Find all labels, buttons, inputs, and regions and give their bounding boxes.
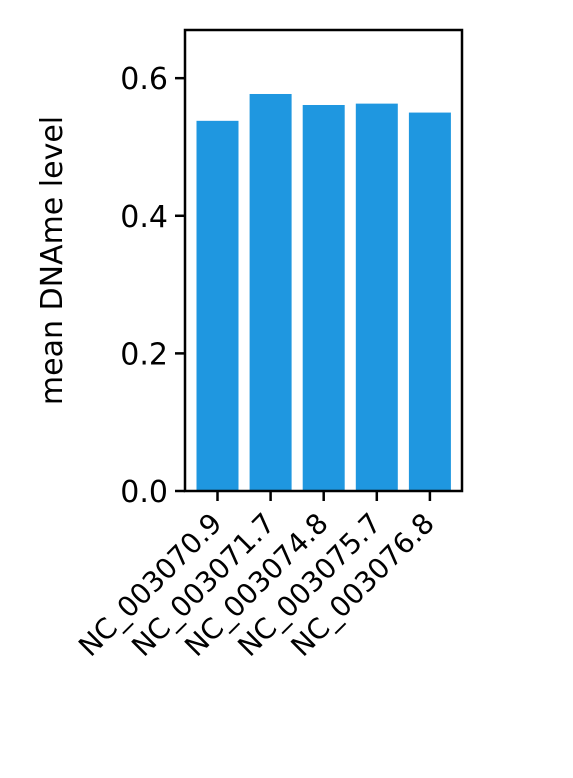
bar-NC_003076.8 xyxy=(408,112,451,491)
bar-NC_003075.7 xyxy=(355,103,398,492)
bars-group xyxy=(196,93,451,492)
y-axis: 0.0 0.2 0.4 0.6 xyxy=(120,62,185,510)
bar-NC_003074.8 xyxy=(302,104,345,491)
y-tick-label: 0.4 xyxy=(120,200,168,235)
plot-frame xyxy=(183,28,464,493)
y-axis-label: mean DNAme level xyxy=(35,116,70,405)
y-tick-label: 0.6 xyxy=(120,62,168,97)
y-tick-label: 0.2 xyxy=(120,337,168,372)
y-tick-label: 0.0 xyxy=(120,475,168,510)
x-axis: NC_003070.9NC_003071.7NC_003074.8NC_0030… xyxy=(72,491,441,663)
bar-NC_003071.7 xyxy=(249,93,292,491)
bar-NC_003070.9 xyxy=(196,120,239,491)
